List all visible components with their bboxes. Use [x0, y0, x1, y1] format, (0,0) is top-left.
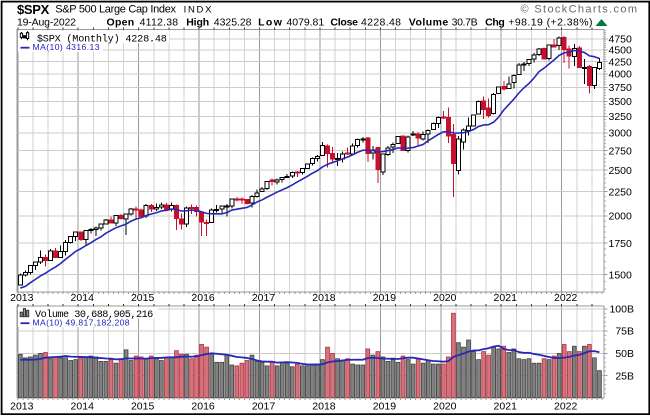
svg-text:3250: 3250 [609, 111, 633, 123]
svg-text:MA(10) 49,817,182,208: MA(10) 49,817,182,208 [33, 318, 130, 328]
svg-text:2015: 2015 [131, 292, 155, 304]
svg-text:3000: 3000 [609, 128, 633, 140]
svg-text:2022: 2022 [554, 400, 578, 412]
svg-text:Volume 30,688,905,216: Volume 30,688,905,216 [35, 309, 153, 321]
svg-text:High: High [186, 17, 209, 29]
svg-text:INDX: INDX [184, 5, 213, 16]
svg-text:2021: 2021 [494, 400, 518, 412]
svg-text:$SPX (Monthly) 4228.48: $SPX (Monthly) 4228.48 [37, 34, 167, 46]
svg-text:2016: 2016 [191, 400, 215, 412]
svg-text:2020: 2020 [433, 292, 457, 304]
svg-text:30.7B: 30.7B [452, 17, 478, 29]
svg-text:2750: 2750 [609, 145, 633, 157]
svg-text:4325.28: 4325.28 [214, 17, 252, 29]
svg-text:4000: 4000 [609, 69, 633, 81]
svg-text:50B: 50B [615, 348, 634, 360]
svg-text:3750: 3750 [609, 82, 633, 94]
svg-text:1750: 1750 [609, 238, 633, 250]
svg-text:2013: 2013 [10, 400, 34, 412]
svg-text:$SPX: $SPX [17, 2, 50, 17]
svg-text:4500: 4500 [609, 45, 633, 57]
svg-text:2021: 2021 [494, 292, 518, 304]
svg-text:Close: Close [330, 17, 358, 29]
svg-text:25B: 25B [615, 370, 634, 382]
svg-text:100B: 100B [609, 303, 634, 315]
svg-text:4112.38: 4112.38 [140, 17, 179, 29]
svg-text:75B: 75B [615, 326, 634, 338]
svg-text:4228.48: 4228.48 [361, 17, 401, 29]
svg-text:2019: 2019 [373, 400, 397, 412]
svg-text:2000: 2000 [609, 210, 633, 222]
svg-text:2250: 2250 [609, 186, 633, 198]
svg-text:2018: 2018 [312, 400, 336, 412]
svg-text:2020: 2020 [433, 400, 457, 412]
svg-text:2017: 2017 [252, 400, 276, 412]
svg-text:MA(10) 4316.13: MA(10) 4316.13 [33, 42, 100, 52]
svg-text:2019: 2019 [373, 292, 397, 304]
svg-text:3500: 3500 [609, 96, 633, 108]
svg-text:2014: 2014 [71, 292, 95, 304]
svg-text:2500: 2500 [609, 165, 633, 177]
svg-text:4250: 4250 [609, 56, 633, 68]
svg-text:Open: Open [107, 17, 135, 29]
svg-text:S&P 500 Large Cap Index: S&P 500 Large Cap Index [55, 4, 176, 16]
svg-text:2014: 2014 [71, 400, 95, 412]
svg-text:1500: 1500 [609, 269, 633, 281]
svg-text:2022: 2022 [554, 292, 578, 304]
svg-text:+98.19 (+2.38%): +98.19 (+2.38%) [508, 17, 592, 29]
svg-text:4079.81: 4079.81 [287, 17, 325, 29]
svg-text:2013: 2013 [10, 292, 34, 304]
svg-text:© StockCharts.com: © StockCharts.com [521, 3, 638, 15]
svg-text:Low: Low [258, 17, 283, 29]
svg-text:2018: 2018 [312, 292, 336, 304]
svg-text:2017: 2017 [252, 292, 276, 304]
svg-text:Volume: Volume [409, 17, 449, 29]
svg-text:Chg: Chg [485, 17, 505, 29]
svg-text:2015: 2015 [131, 400, 155, 412]
svg-text:19-Aug-2022: 19-Aug-2022 [17, 17, 76, 29]
svg-text:4750: 4750 [609, 34, 633, 46]
svg-text:2016: 2016 [191, 292, 215, 304]
